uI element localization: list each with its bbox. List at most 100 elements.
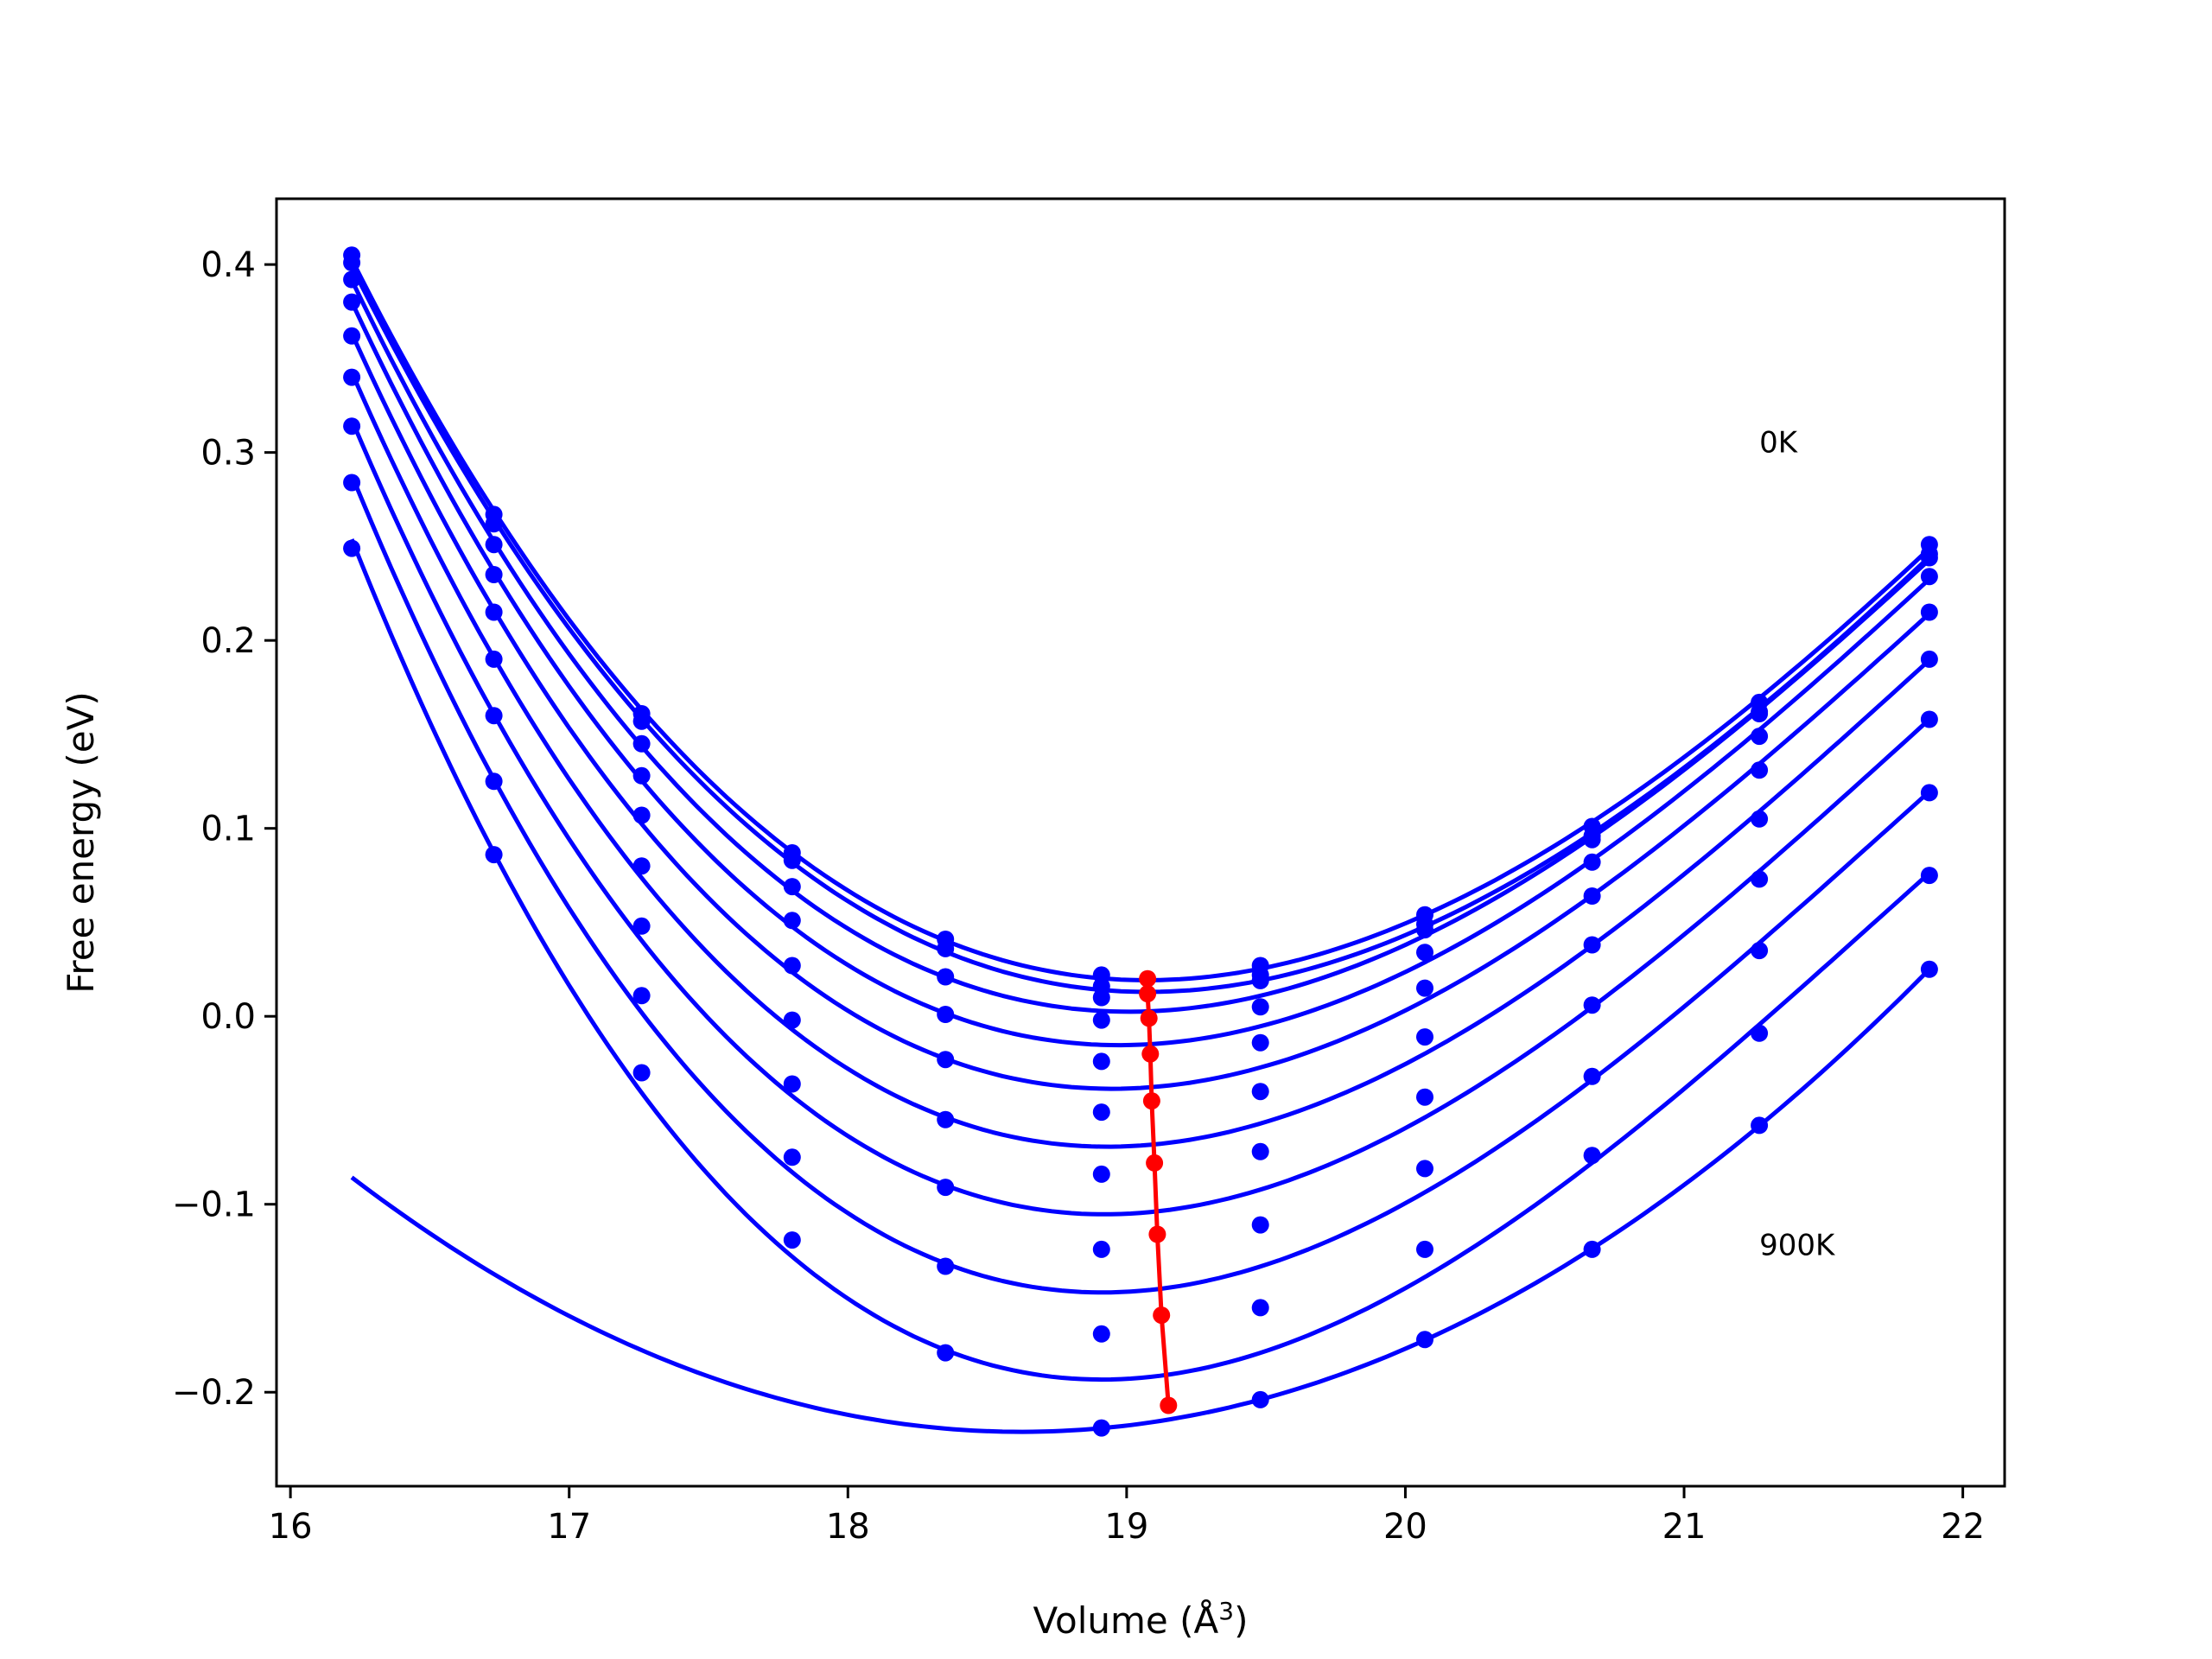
fit-curve (349, 279, 1931, 1014)
data-point (1251, 1216, 1269, 1234)
data-point (632, 917, 651, 935)
data-point (632, 806, 651, 824)
data-point (1920, 549, 1938, 567)
x-tick-label: 21 (1662, 1507, 1707, 1547)
data-point (343, 474, 361, 492)
data-point (1092, 1103, 1110, 1122)
data-point (632, 857, 651, 875)
data-point (783, 851, 801, 869)
data-point (1251, 1390, 1269, 1408)
data-point (343, 293, 361, 311)
minimum-path (1139, 969, 1178, 1414)
data-point (1583, 936, 1601, 954)
data-point (1920, 867, 1938, 885)
data-point (1751, 1116, 1769, 1135)
data-point (1251, 998, 1269, 1016)
y-tick-label: 0.2 (200, 621, 256, 661)
data-point (1092, 1011, 1110, 1029)
data-point (1583, 887, 1601, 905)
data-point (1416, 1028, 1433, 1046)
data-point (1583, 1240, 1601, 1258)
fit-curves (349, 257, 1931, 1434)
x-tick-label: 19 (1104, 1507, 1148, 1547)
data-point (937, 968, 955, 986)
fit-curve (349, 301, 1931, 1048)
data-point (632, 1064, 651, 1082)
data-point (343, 539, 361, 557)
data-point (937, 939, 955, 957)
data-point (1251, 971, 1269, 989)
data-point (783, 957, 801, 975)
minimum-point (1140, 1009, 1158, 1027)
data-point (1092, 1325, 1110, 1343)
data-point (1416, 1331, 1433, 1349)
minimum-point (1141, 1045, 1160, 1063)
x-axis-label: Volume (Å3) (1033, 1597, 1249, 1642)
data-point (1583, 830, 1601, 849)
minimum-point (1139, 969, 1157, 988)
data-point (937, 1051, 955, 1069)
data-point (1416, 944, 1433, 962)
minimum-point (1153, 1306, 1171, 1325)
x-tick-label: 22 (1941, 1507, 1985, 1547)
data-point (485, 536, 503, 554)
data-point (1416, 1160, 1433, 1178)
fit-curve (349, 371, 1931, 1149)
data-point (1251, 1083, 1269, 1101)
annotations: 0K 900K (1759, 426, 1836, 1263)
minimum-point (1148, 1225, 1166, 1243)
data-point (485, 846, 503, 864)
data-point (1920, 784, 1938, 802)
data-point (485, 566, 503, 583)
x-axis-label-superscript: 3 (1218, 1597, 1234, 1625)
fit-curve (349, 332, 1931, 1091)
data-point (1583, 1147, 1601, 1165)
data-point (632, 734, 651, 753)
x-tick-label: 18 (826, 1507, 870, 1547)
data-point (783, 1231, 801, 1249)
data-point (1920, 710, 1938, 728)
fit-curve (349, 418, 1931, 1217)
data-point (1751, 728, 1769, 746)
data-point (783, 1148, 801, 1166)
temperature-annotation: 0K (1759, 426, 1799, 461)
data-point (1251, 1299, 1269, 1317)
data-point (1092, 988, 1110, 1007)
data-point (1416, 921, 1433, 939)
data-point (1751, 761, 1769, 779)
plot-frame (275, 197, 2006, 1488)
data-point (937, 1179, 955, 1197)
data-point (1251, 1033, 1269, 1052)
axis-ticks: 16 17 18 19 20 21 22 −0.2 −0.1 0.0 0.1 0.2 0.3 0.4 (172, 245, 1985, 1547)
data-point (1751, 942, 1769, 960)
data-point (1251, 1142, 1269, 1160)
data-point (1751, 810, 1769, 828)
fit-curve (349, 538, 1931, 1382)
y-tick-label: −0.2 (172, 1373, 256, 1413)
data-point (1751, 1024, 1769, 1042)
data-point (485, 707, 503, 725)
data-point (1583, 996, 1601, 1014)
minimum-point (1142, 1092, 1160, 1110)
fit-curve (349, 474, 1931, 1295)
data-point (1583, 1067, 1601, 1085)
data-point (485, 603, 503, 621)
data-point (1092, 1165, 1110, 1183)
data-point (343, 417, 361, 435)
x-tick-label: 20 (1383, 1507, 1427, 1547)
data-point (1092, 1052, 1110, 1071)
data-point (632, 766, 651, 785)
y-tick-label: 0.1 (200, 810, 256, 849)
x-tick-label: 17 (547, 1507, 591, 1547)
y-tick-label: 0.3 (200, 434, 256, 474)
data-point (485, 772, 503, 791)
data-point (937, 1006, 955, 1023)
data-point (783, 912, 801, 930)
data-point (343, 327, 361, 345)
data-point (485, 515, 503, 533)
minimum-point (1160, 1396, 1178, 1414)
data-point (343, 254, 361, 271)
data-point (343, 368, 361, 386)
